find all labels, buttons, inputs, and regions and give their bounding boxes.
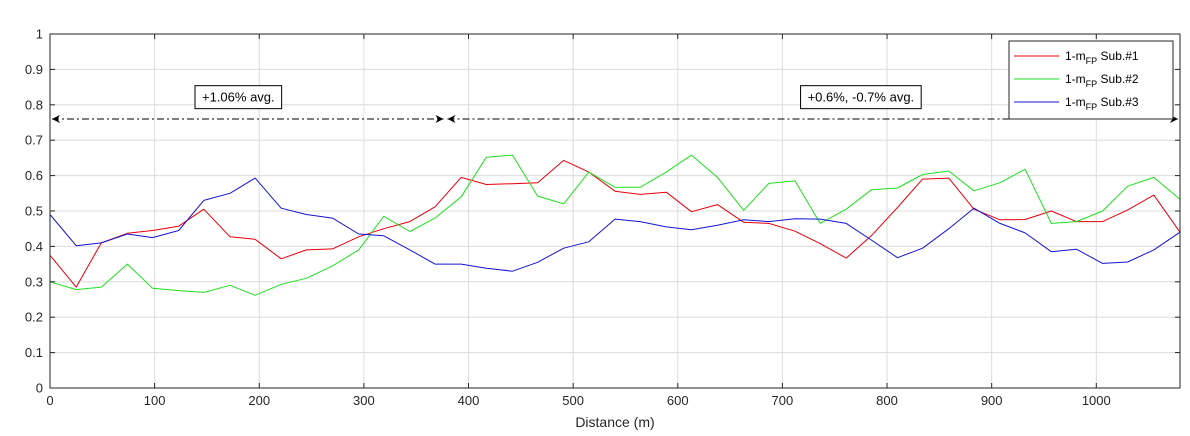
x-tick-label: 900 — [981, 393, 1003, 408]
legend-label: 1-mFP Sub.#3 — [1065, 95, 1139, 112]
legend-item-3: 1-mFP Sub.#3 — [1014, 95, 1139, 112]
x-tick-label: 0 — [46, 393, 53, 408]
x-tick-label: 300 — [353, 393, 375, 408]
legend-box — [1008, 40, 1174, 120]
x-tick-label: 700 — [772, 393, 794, 408]
legend-label: 1-mFP Sub.#1 — [1065, 49, 1139, 66]
y-tick-label: 0.9 — [25, 62, 43, 77]
annotation-text: +0.6%, -0.7% avg. — [808, 90, 915, 105]
series-layer — [49, 154, 1181, 296]
y-tick-label: 0.8 — [25, 97, 43, 112]
legend-item-2: 1-mFP Sub.#2 — [1014, 72, 1139, 89]
y-tick-label: 0.6 — [25, 168, 43, 183]
x-tick-label: 500 — [562, 393, 584, 408]
y-tick-label: 0 — [36, 381, 43, 396]
x-tick-label: 400 — [458, 393, 480, 408]
x-axis: 0 100 200 300 400 500 600 700 800 900 1000 — [46, 34, 1111, 408]
y-axis: 0 0.1 0.2 0.3 0.4 0.5 0.6 0.7 0.8 0.9 1 — [25, 27, 1180, 396]
x-tick-label: 100 — [144, 393, 166, 408]
y-tick-label: 0.4 — [25, 239, 43, 254]
x-tick-label: 1000 — [1082, 393, 1111, 408]
annotation-box — [800, 85, 922, 110]
series-line-2 — [49, 154, 1181, 296]
annotation-layer: +1.06% avg. +0.6%, -0.7% avg. — [52, 85, 1178, 123]
annotation-text: +1.06% avg. — [202, 90, 275, 105]
series-line-1 — [49, 159, 1181, 288]
legend-item-1: 1-mFP Sub.#1 — [1014, 49, 1139, 66]
legend-label: 1-mFP Sub.#2 — [1065, 72, 1139, 89]
y-tick-label: 0.3 — [25, 274, 43, 289]
annotation-box — [194, 85, 283, 110]
y-tick-label: 0.5 — [25, 204, 43, 219]
y-tick-label: 0.7 — [25, 133, 43, 148]
legend: 1-mFP Sub.#1 1-mFP Sub.#2 1-mFP Sub.#3 — [1008, 40, 1174, 120]
grid-lines — [50, 34, 1180, 388]
y-tick-label: 1 — [36, 27, 43, 42]
x-tick-label: 200 — [248, 393, 270, 408]
y-tick-label: 0.2 — [25, 310, 43, 325]
x-tick-label: 600 — [667, 393, 689, 408]
x-axis-label: Distance (m) — [575, 414, 654, 430]
annotation-label-1: +1.06% avg. — [194, 85, 283, 110]
y-tick-label: 0.1 — [25, 345, 43, 360]
annotation-label-2: +0.6%, -0.7% avg. — [800, 85, 922, 110]
x-tick-label: 800 — [876, 393, 898, 408]
series-line-3 — [49, 177, 1181, 272]
